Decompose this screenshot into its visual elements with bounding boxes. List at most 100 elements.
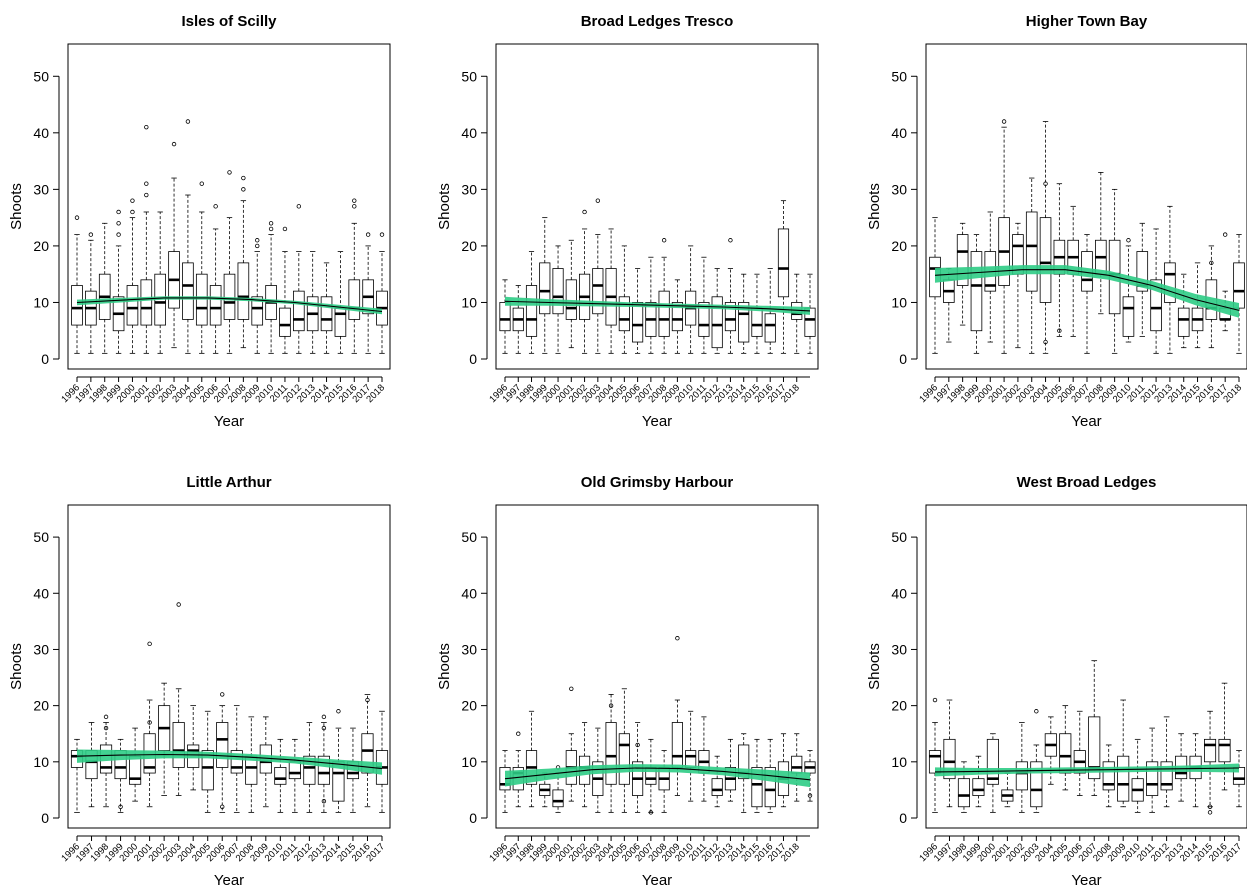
outlier-point [176, 602, 181, 607]
outlier-point [336, 709, 341, 714]
box-2010 [265, 234, 277, 354]
panel-title: West Broad Ledges [1017, 474, 1157, 491]
box-iqr [956, 234, 969, 286]
box-2008 [1102, 744, 1115, 808]
outlier-point [321, 725, 327, 731]
box-1997 [85, 239, 97, 354]
y-tick-label: 40 [461, 125, 477, 141]
box-1997 [512, 285, 524, 354]
box-iqr [552, 789, 564, 808]
box-iqr [126, 285, 139, 326]
box-2009 [671, 279, 683, 354]
box-2015 [751, 273, 763, 354]
box-2005 [618, 688, 630, 813]
outlier-point [144, 181, 149, 186]
panel-title: Little Arthur [186, 474, 271, 491]
y-tick-label: 30 [891, 641, 907, 657]
box-iqr [1102, 761, 1115, 791]
box-2011 [698, 716, 710, 802]
box-2006 [632, 268, 644, 354]
box-iqr [1088, 716, 1101, 780]
box-2015 [334, 251, 347, 354]
outlier-point [147, 720, 152, 725]
outlier-point [352, 204, 357, 209]
trend-confidence-band [505, 296, 810, 315]
box-iqr [1122, 296, 1135, 337]
box-2013 [306, 251, 319, 354]
box-iqr [738, 302, 750, 343]
y-tick-label: 20 [33, 698, 49, 714]
y-tick-label: 10 [461, 754, 477, 770]
trend-confidence-band [77, 749, 382, 775]
box-iqr [618, 296, 630, 332]
box-2002 [154, 211, 166, 354]
outlier-point [144, 124, 149, 130]
box-2004 [605, 228, 617, 354]
box-2002 [578, 228, 591, 354]
box-2018 [791, 733, 803, 802]
box-2010 [274, 738, 287, 813]
y-axis-label: Shoots [436, 643, 453, 690]
outlier-point [255, 238, 260, 243]
box-2012 [1160, 716, 1173, 808]
box-iqr [685, 750, 697, 768]
y-axis-label: Shoots [8, 183, 25, 230]
y-axis-label: Shoots [436, 183, 453, 230]
box-iqr [986, 738, 999, 785]
box-2017 [777, 200, 790, 354]
box-1998 [525, 251, 538, 354]
outlier-point [255, 243, 260, 249]
box-2009 [1117, 699, 1130, 808]
box-2000 [126, 217, 139, 354]
y-tick-label: 10 [33, 294, 49, 310]
box-1997 [85, 722, 98, 808]
outlier-point [213, 204, 218, 209]
box-2015 [1204, 710, 1217, 808]
box-iqr [764, 313, 776, 343]
outlier-point [227, 170, 232, 175]
outlier-point [635, 742, 640, 748]
box-iqr [539, 262, 551, 315]
box-2003 [1025, 177, 1038, 354]
outlier-point [1057, 328, 1062, 333]
outlier-point [379, 232, 385, 237]
box-2013 [724, 268, 737, 354]
box-2008 [245, 716, 258, 813]
y-tick-label: 50 [891, 529, 907, 545]
outlier-point [241, 175, 246, 181]
box-2004 [605, 694, 617, 813]
plot-frame [925, 43, 1247, 370]
box-2003 [1030, 744, 1043, 813]
box-iqr [1015, 761, 1028, 791]
outlier-point [268, 226, 274, 232]
panel-title: Higher Town Bay [1026, 13, 1148, 30]
box-2013 [317, 722, 330, 813]
box-iqr [140, 279, 153, 326]
y-tick-label: 40 [891, 125, 907, 141]
box-iqr [251, 296, 264, 326]
box-2017 [375, 710, 389, 813]
box-iqr [209, 285, 222, 326]
outlier-point [103, 725, 109, 731]
outlier-point [1207, 804, 1213, 809]
y-tick-label: 40 [461, 585, 477, 601]
y-tick-label: 50 [33, 529, 49, 545]
box-2012 [711, 268, 723, 354]
y-tick-label: 10 [891, 754, 907, 770]
box-iqr [320, 296, 333, 332]
box-iqr [658, 290, 670, 337]
box-2007 [645, 738, 657, 813]
y-tick-label: 30 [461, 641, 477, 657]
y-tick-label: 0 [469, 351, 477, 367]
outlier-point [1043, 181, 1048, 186]
outlier-point [932, 697, 938, 703]
box-iqr [223, 273, 236, 320]
box-2012 [1150, 228, 1162, 354]
box-2005 [195, 211, 208, 354]
outlier-point [365, 697, 370, 703]
plot-frame [495, 504, 819, 829]
trend-line [76, 297, 383, 313]
outlier-point [147, 641, 152, 647]
y-tick-label: 0 [41, 351, 49, 367]
x-axis-label: Year [1071, 413, 1101, 430]
